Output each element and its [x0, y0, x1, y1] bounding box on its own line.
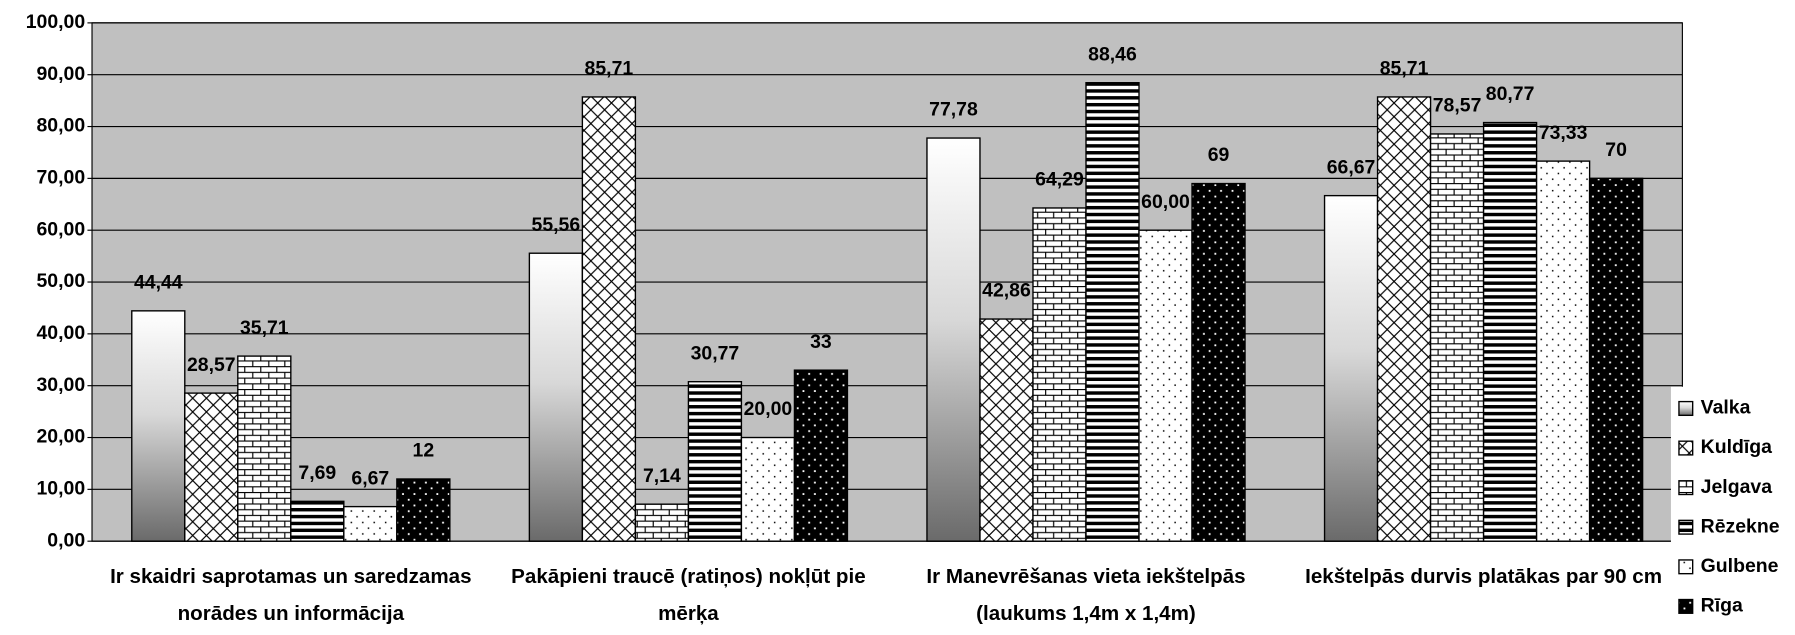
legend-swatch [1678, 598, 1694, 614]
bar [1138, 229, 1193, 542]
value-label: 35,71 [240, 317, 289, 339]
x-tick-label: Ir skaidri saprotamas un saredzamas [110, 565, 471, 588]
y-tick-label: 20,00 [37, 426, 86, 448]
value-label: 60,00 [1141, 191, 1190, 213]
y-tick-label: 90,00 [37, 63, 86, 85]
y-tick-label: 60,00 [37, 218, 86, 240]
value-label: 6,67 [351, 467, 389, 489]
value-label: 73,33 [1539, 122, 1588, 144]
bar [581, 96, 637, 542]
y-tick-label: 0,00 [47, 529, 85, 551]
bar [1535, 160, 1591, 542]
value-label: 12 [413, 440, 435, 462]
value-label: 7,14 [643, 465, 681, 487]
legend-label: Jelgava [1701, 476, 1773, 498]
y-tick-label: 40,00 [37, 322, 86, 344]
y-tick-label: 50,00 [37, 270, 86, 292]
legend-box [1670, 386, 1795, 635]
bar [1032, 207, 1087, 542]
bar [1323, 194, 1379, 542]
value-label: 64,29 [1035, 169, 1084, 191]
value-label: 78,57 [1433, 95, 1482, 117]
bar [290, 500, 345, 542]
bar [1085, 82, 1140, 542]
x-tick-label: (laukums 1,4m x 1,4m) [976, 602, 1196, 625]
legend-swatch [1678, 519, 1694, 535]
x-tick-label: Iekštelpās durvis platākas par 90 cm [1305, 565, 1662, 588]
value-label: 55,56 [532, 214, 581, 236]
legend-label: Valka [1701, 397, 1751, 419]
bar [687, 381, 743, 542]
legend-swatch [1678, 440, 1694, 456]
bar [979, 318, 1034, 542]
value-label: 66,67 [1327, 156, 1376, 178]
bar [528, 252, 584, 542]
bar [1588, 177, 1644, 542]
bar [1191, 182, 1246, 542]
y-tick-label: 70,00 [37, 167, 86, 189]
legend-label: Gulbene [1701, 555, 1779, 577]
value-label: 69 [1208, 144, 1230, 166]
bar [634, 503, 690, 542]
value-label: 80,77 [1486, 83, 1535, 105]
legend-label: Rēzekne [1701, 515, 1780, 537]
bar [131, 310, 186, 542]
bar [740, 436, 796, 542]
value-label: 7,69 [298, 462, 336, 484]
y-tick-label: 80,00 [37, 115, 86, 137]
bar [237, 355, 292, 542]
bar [1482, 121, 1538, 542]
value-label: 44,44 [134, 272, 183, 294]
value-label: 88,46 [1088, 43, 1137, 65]
x-tick-label: norādes un informācija [178, 602, 405, 625]
legend-label: Rīga [1701, 595, 1743, 617]
value-label: 77,78 [929, 99, 978, 121]
bar [1376, 96, 1432, 542]
x-tick-label: mērķa [658, 602, 719, 625]
value-label: 85,71 [585, 58, 634, 80]
bar [926, 137, 981, 542]
legend-swatch [1678, 400, 1694, 417]
x-tick-label: Ir Manevrēšanas vieta iekštelpās [926, 565, 1245, 588]
y-tick-label: 100,00 [26, 11, 86, 33]
bar [396, 478, 451, 542]
legend-swatch [1678, 480, 1694, 496]
x-tick-label: Pakāpieni traucē (ratiņos) nokļūt pie [511, 565, 865, 588]
legend-swatch [1678, 559, 1694, 575]
value-label: 28,57 [187, 354, 236, 376]
y-tick-label: 30,00 [37, 374, 86, 396]
bar [184, 392, 239, 542]
value-label: 30,77 [691, 342, 740, 364]
y-tick-label: 10,00 [37, 477, 86, 499]
value-label: 33 [810, 331, 832, 353]
bar [343, 505, 398, 542]
value-label: 85,71 [1380, 58, 1429, 80]
value-label: 70 [1605, 139, 1627, 161]
legend-label: Kuldīga [1701, 436, 1772, 458]
bar [793, 369, 849, 542]
bar [1429, 133, 1485, 542]
value-label: 20,00 [744, 398, 793, 420]
value-label: 42,86 [982, 280, 1031, 302]
